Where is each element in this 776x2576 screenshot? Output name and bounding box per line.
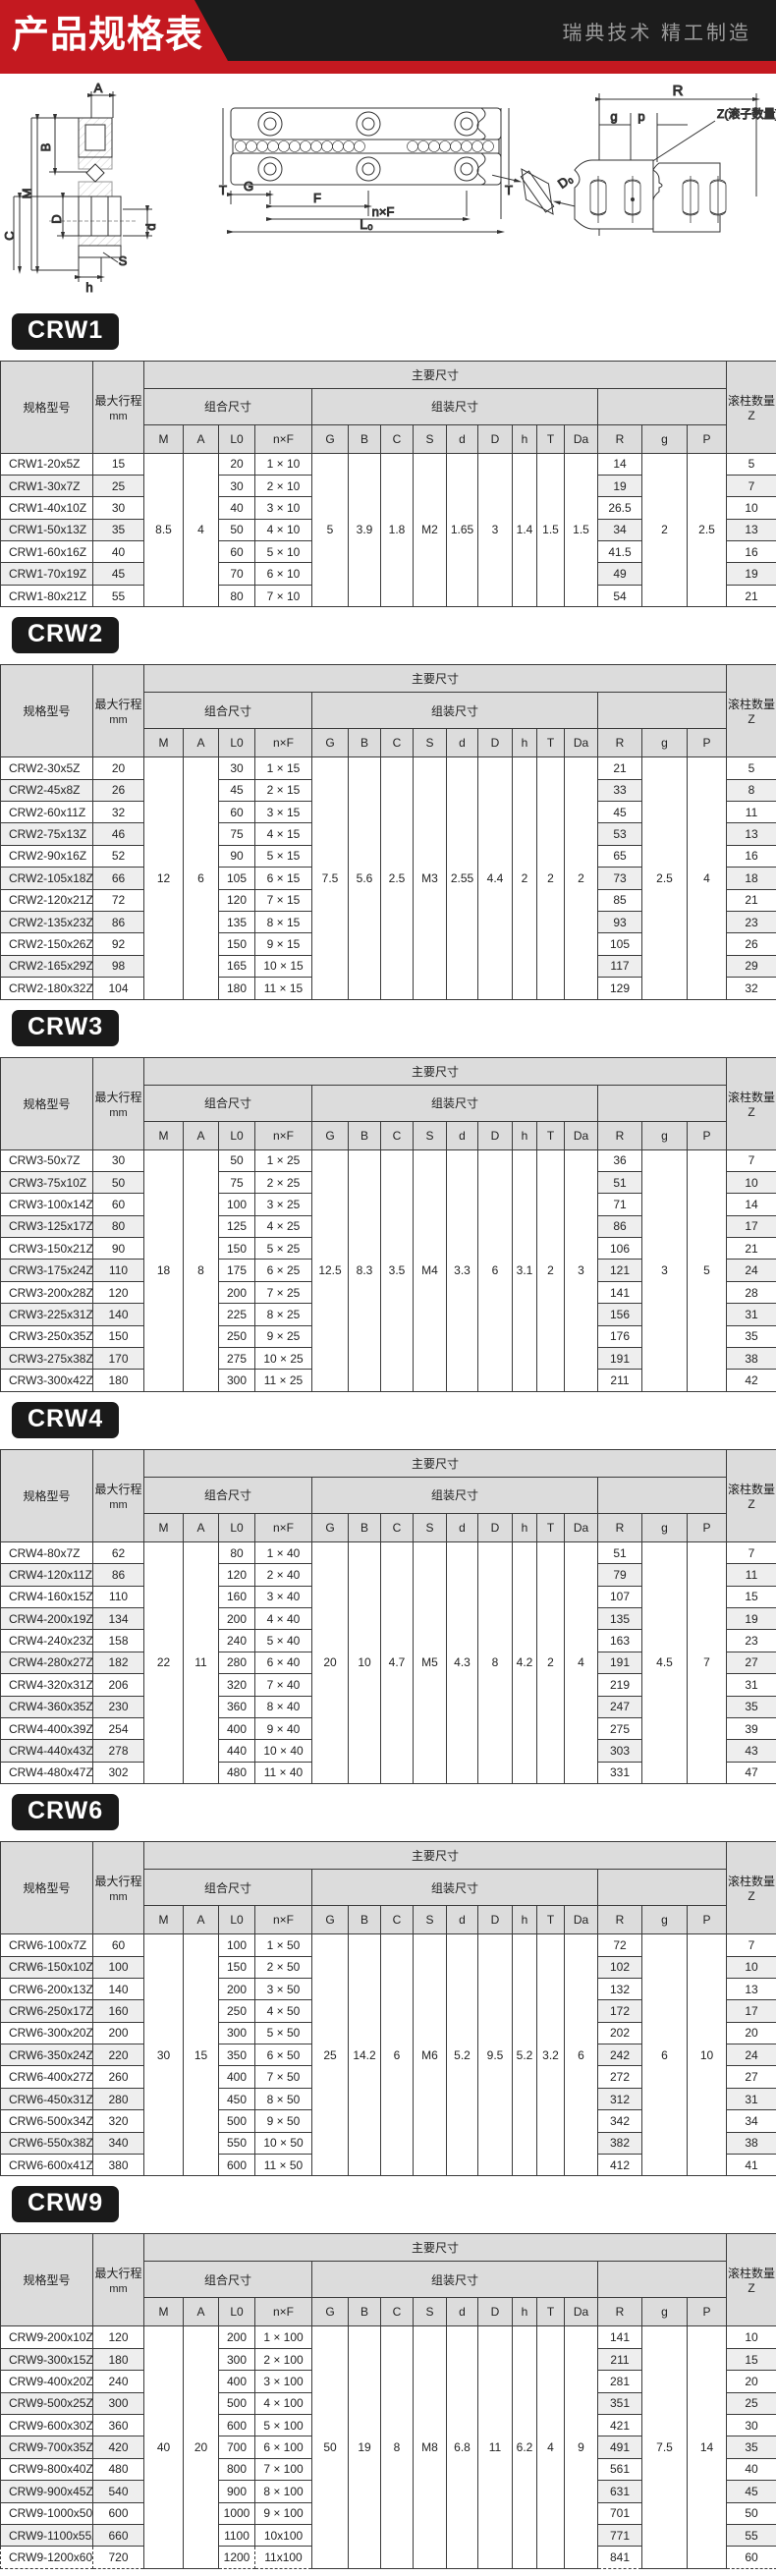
svg-text:L₀: L₀ [360,216,373,232]
svg-text:F: F [313,191,321,205]
svg-text:M: M [20,188,34,198]
svg-text:h: h [85,280,92,295]
svg-text:B: B [38,142,53,151]
svg-text:R: R [673,83,684,99]
svg-text:G: G [244,179,253,194]
svg-text:T: T [505,183,513,197]
svg-text:p: p [637,109,644,124]
svg-text:T: T [219,183,227,197]
svg-text:D: D [49,214,64,223]
svg-text:Z(滚子数量): Z(滚子数量) [717,106,776,121]
svg-text:d: d [143,223,158,230]
svg-text:n×F: n×F [372,204,395,219]
svg-text:C: C [2,231,17,240]
svg-text:D₀: D₀ [555,170,576,191]
svg-text:g: g [610,109,617,124]
svg-text:S: S [119,253,128,268]
svg-text:A: A [94,81,103,95]
